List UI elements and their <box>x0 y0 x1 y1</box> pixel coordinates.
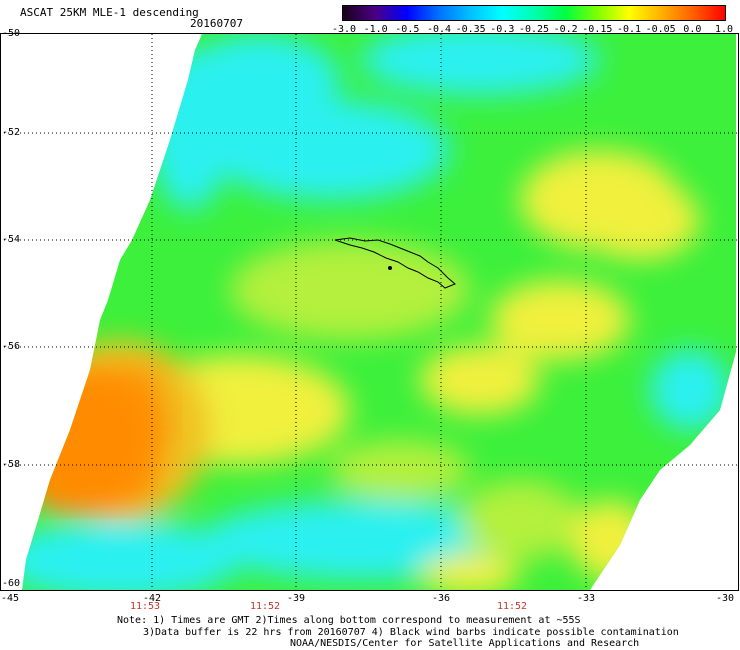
map-title: ASCAT 25KM MLE-1 descending <box>20 6 199 19</box>
lon-label: -45 <box>0 593 20 604</box>
colorbar-tick-label: -0.05 <box>645 24 676 35</box>
map-frame <box>0 33 739 591</box>
map-date: 20160707 <box>190 17 243 30</box>
island-dot <box>388 266 392 270</box>
colorbar-tick-label: -0.15 <box>582 24 613 35</box>
lon-label: -30 <box>715 593 735 604</box>
lon-label: -36 <box>431 593 451 604</box>
lon-label: -39 <box>286 593 306 604</box>
colorbar-tick-label: -1.0 <box>363 24 388 35</box>
note-line-2: 3)Data buffer is 22 hrs from 20160707 4)… <box>143 627 679 638</box>
lat-label: -52 <box>2 127 21 138</box>
time-label: 11:52 <box>249 601 281 612</box>
grid-lines <box>0 34 740 590</box>
colorbar-tick-label: 1.0 <box>714 24 734 35</box>
lat-label: -50 <box>2 28 21 39</box>
colorbar-labels: -3.0 -1.0 -0.5 -0.4 -0.35 -0.3 -0.25 -0.2 -0.15-… <box>331 24 734 36</box>
lon-label: -42 <box>142 593 162 604</box>
south-georgia-outline <box>334 237 456 289</box>
colorbar-tick-label: -3.0 <box>331 24 357 35</box>
colorbar-tick-label: -0.5 <box>395 24 420 35</box>
lat-label: -56 <box>2 341 21 352</box>
time-label: 11:53 <box>129 601 161 612</box>
lon-label: -33 <box>576 593 596 604</box>
colorbar-tick-label: -0.25 <box>518 24 550 35</box>
colorbar-tick-label: -0.3 <box>490 24 515 35</box>
colorbar-tick-label: -0.4 <box>426 24 452 35</box>
colorbar-tick-label: 0.0 <box>683 24 702 35</box>
colorbar-tick-label: -0.35 <box>455 24 486 35</box>
note-line-1: Note: 1) Times are GMT 2)Times along bot… <box>117 615 581 626</box>
lat-label: -58 <box>2 459 21 470</box>
lat-label: -60 <box>2 578 21 589</box>
wind-field <box>22 34 736 590</box>
colorbar-tick-label: -0.2 <box>553 24 578 35</box>
colorbar <box>342 5 726 21</box>
note-line-3: NOAA/NESDIS/Center for Satellite Applica… <box>290 638 640 649</box>
time-label: 11:52 <box>496 601 528 612</box>
lat-label: -54 <box>2 234 21 245</box>
colorbar-tick-label: -0.1 <box>616 24 642 35</box>
